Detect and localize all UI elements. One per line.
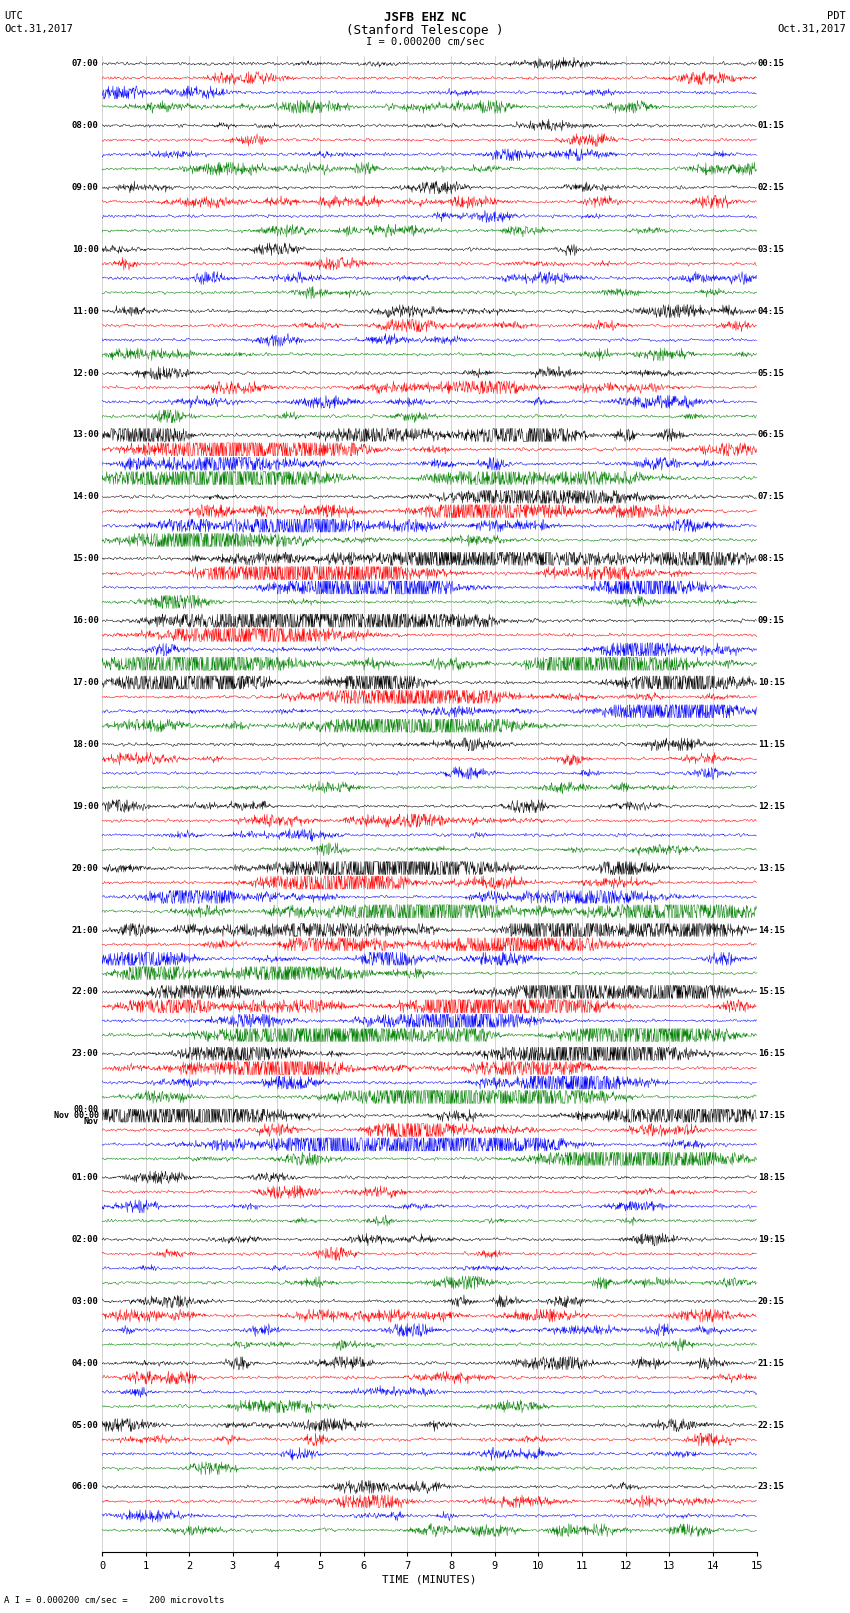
Text: 14:15: 14:15 xyxy=(758,926,785,934)
Text: 17:00: 17:00 xyxy=(72,677,99,687)
Text: (Stanford Telescope ): (Stanford Telescope ) xyxy=(346,24,504,37)
Text: 12:00: 12:00 xyxy=(72,368,99,377)
Text: 18:00: 18:00 xyxy=(72,740,99,748)
Text: 06:00: 06:00 xyxy=(72,1482,99,1492)
Text: 18:15: 18:15 xyxy=(758,1173,785,1182)
Text: 10:15: 10:15 xyxy=(758,677,785,687)
Text: 01:15: 01:15 xyxy=(758,121,785,131)
Text: 05:15: 05:15 xyxy=(758,368,785,377)
Text: PDT: PDT xyxy=(827,11,846,21)
Text: 16:15: 16:15 xyxy=(758,1050,785,1058)
Text: 19:15: 19:15 xyxy=(758,1236,785,1244)
Text: 11:15: 11:15 xyxy=(758,740,785,748)
Text: 21:15: 21:15 xyxy=(758,1358,785,1368)
Text: 03:00: 03:00 xyxy=(72,1297,99,1307)
Text: 19:00: 19:00 xyxy=(72,802,99,811)
Text: 05:00: 05:00 xyxy=(72,1421,99,1429)
Text: 07:00: 07:00 xyxy=(72,60,99,68)
Text: 14:00: 14:00 xyxy=(72,492,99,502)
Text: A I = 0.000200 cm/sec =    200 microvolts: A I = 0.000200 cm/sec = 200 microvolts xyxy=(4,1595,224,1605)
Text: 03:15: 03:15 xyxy=(758,245,785,253)
Text: 00:15: 00:15 xyxy=(758,60,785,68)
Text: 15:00: 15:00 xyxy=(72,555,99,563)
Text: 22:15: 22:15 xyxy=(758,1421,785,1429)
Text: Nov 00:00: Nov 00:00 xyxy=(54,1111,99,1119)
Text: 02:00: 02:00 xyxy=(72,1236,99,1244)
Text: 21:00: 21:00 xyxy=(72,926,99,934)
Text: 10:00: 10:00 xyxy=(72,245,99,253)
Text: 12:15: 12:15 xyxy=(758,802,785,811)
Text: 09:00: 09:00 xyxy=(72,182,99,192)
Text: 08:00: 08:00 xyxy=(72,121,99,131)
Text: 01:00: 01:00 xyxy=(72,1173,99,1182)
Text: 20:00: 20:00 xyxy=(72,863,99,873)
Text: 15:15: 15:15 xyxy=(758,987,785,997)
Text: Oct.31,2017: Oct.31,2017 xyxy=(777,24,846,34)
Text: 07:15: 07:15 xyxy=(758,492,785,502)
Text: 13:00: 13:00 xyxy=(72,431,99,439)
Text: 08:15: 08:15 xyxy=(758,555,785,563)
Text: 02:15: 02:15 xyxy=(758,182,785,192)
Text: 23:00: 23:00 xyxy=(72,1050,99,1058)
Text: 09:15: 09:15 xyxy=(758,616,785,626)
Text: 23:15: 23:15 xyxy=(758,1482,785,1492)
Text: I = 0.000200 cm/sec: I = 0.000200 cm/sec xyxy=(366,37,484,47)
Text: 22:00: 22:00 xyxy=(72,987,99,997)
Text: 11:00: 11:00 xyxy=(72,306,99,316)
Text: 06:15: 06:15 xyxy=(758,431,785,439)
Text: 00:00: 00:00 xyxy=(74,1105,99,1115)
Text: 20:15: 20:15 xyxy=(758,1297,785,1307)
Text: Nov: Nov xyxy=(84,1118,99,1126)
X-axis label: TIME (MINUTES): TIME (MINUTES) xyxy=(382,1574,477,1586)
Text: Oct.31,2017: Oct.31,2017 xyxy=(4,24,73,34)
Text: 16:00: 16:00 xyxy=(72,616,99,626)
Text: 04:15: 04:15 xyxy=(758,306,785,316)
Text: 04:00: 04:00 xyxy=(72,1358,99,1368)
Text: 17:15: 17:15 xyxy=(758,1111,785,1119)
Text: JSFB EHZ NC: JSFB EHZ NC xyxy=(383,11,467,24)
Text: UTC: UTC xyxy=(4,11,23,21)
Text: 13:15: 13:15 xyxy=(758,863,785,873)
